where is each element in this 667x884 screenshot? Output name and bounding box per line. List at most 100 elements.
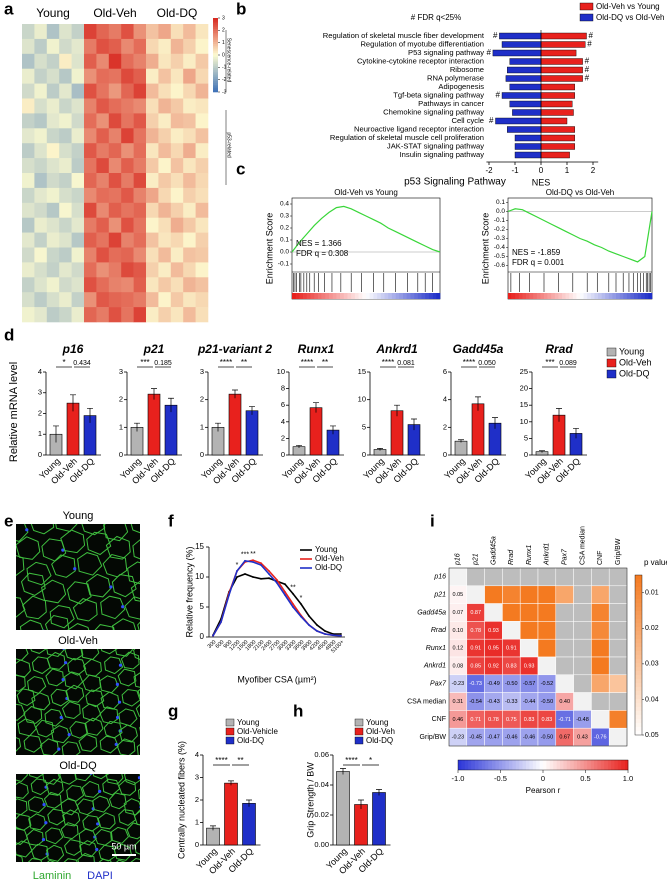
heatmap-cell — [133, 24, 147, 40]
sig-label: *** — [545, 358, 554, 367]
heatmap-cell — [84, 202, 97, 218]
column-label: Rrad — [508, 549, 515, 565]
heatmap-cell — [34, 247, 48, 263]
gene-title: Runx1 — [298, 342, 335, 356]
heatmap-cell — [46, 128, 60, 144]
y-tick-label: 0.1 — [280, 237, 289, 244]
colorbar-step — [213, 73, 218, 76]
y-tick-label: 4 — [281, 417, 285, 426]
rank-gradient — [551, 293, 556, 299]
heatmap-cell — [195, 292, 209, 308]
p-cell — [537, 567, 557, 587]
r-colorbar-step — [475, 760, 479, 770]
p-colorbar-step — [635, 619, 642, 624]
fiber — [20, 572, 46, 596]
legend-label: Old-Vehicle — [237, 727, 278, 736]
heatmap-cell — [183, 98, 196, 114]
r-colorbar-step — [488, 760, 493, 770]
heatmap-cell — [22, 217, 35, 233]
fiber — [64, 839, 82, 856]
heatmap-cell — [195, 158, 209, 174]
p-cell — [484, 567, 503, 587]
fiber — [86, 531, 112, 556]
nucleus — [61, 548, 65, 552]
fibers — [16, 774, 140, 862]
heatmap-cell — [34, 128, 48, 144]
y-tick-label: 10 — [520, 417, 528, 426]
rank-gradient — [377, 293, 382, 299]
fiber — [47, 808, 66, 826]
fiber — [100, 649, 118, 655]
rank-gradient — [421, 293, 426, 299]
r-colorbar-step — [526, 760, 530, 770]
fiber — [82, 703, 102, 722]
fiber — [23, 705, 43, 724]
heatmap-cell — [183, 292, 196, 308]
nucleus — [42, 629, 45, 630]
column-label: p16 — [455, 553, 462, 566]
y-tick-label: 15 — [358, 367, 366, 376]
fiber — [16, 674, 26, 692]
fiber — [61, 701, 81, 720]
rank-gradient — [436, 293, 441, 299]
colorbar-step — [213, 32, 218, 35]
heatmap-cell — [183, 38, 196, 55]
point — [324, 633, 326, 635]
rank-gradient — [623, 293, 628, 299]
rank-gradient — [303, 293, 308, 299]
heatmap-cell — [46, 83, 60, 99]
colorbar-step — [213, 47, 218, 50]
fiber — [137, 788, 140, 800]
p-colorbar-step — [635, 575, 642, 580]
heatmap-cell — [34, 187, 48, 204]
fiber — [135, 703, 140, 717]
y-tick-label: 2 — [38, 408, 42, 417]
rank-gradient — [314, 293, 319, 299]
rank-gradient — [619, 293, 624, 299]
error-bar — [168, 397, 174, 413]
row-label: p21 — [433, 592, 446, 599]
p-cell — [608, 621, 628, 640]
x-tick-label: -2 — [485, 166, 493, 175]
heatmap-cell — [46, 98, 60, 114]
error-bar — [556, 408, 562, 422]
colorbar-step — [213, 55, 218, 58]
y-tick-label: 25 — [520, 367, 528, 376]
r-colorbar-step — [577, 760, 581, 770]
rank-gradient — [414, 293, 419, 299]
fiber — [105, 535, 131, 560]
heatmap-cell — [59, 24, 72, 40]
point — [244, 559, 246, 562]
legend-label: Young — [619, 346, 644, 356]
legend-label: Old-Veh — [619, 357, 652, 367]
sig-label: **** — [463, 358, 475, 367]
error-bar — [249, 406, 255, 415]
rank-gradient — [515, 293, 520, 299]
heatmap-cell — [183, 24, 196, 40]
colorbar-step — [213, 53, 218, 56]
nucleus — [61, 677, 65, 682]
r-colorbar-step — [580, 760, 585, 770]
y-tick-label: 2 — [200, 395, 204, 404]
y-tick-label: -0.1 — [494, 217, 506, 224]
p-colorbar-tick-label: 0.03 — [645, 661, 659, 668]
legend-label: Old-DQ — [619, 368, 650, 378]
fiber — [100, 595, 126, 620]
panel-letter: d — [4, 325, 14, 344]
point — [268, 573, 270, 575]
r-colorbar-step — [539, 760, 544, 770]
column-label: Gadd45a — [490, 536, 497, 565]
y-tick-label: 0 — [200, 450, 204, 459]
heatmap-cell — [96, 307, 110, 323]
error-bar — [340, 768, 346, 775]
error-bar — [573, 428, 579, 439]
heatmap-cell — [46, 24, 60, 40]
heatmap-cell — [22, 262, 35, 278]
colorbar-step — [213, 88, 218, 91]
column-label: Ankrd1 — [544, 543, 551, 566]
bar — [509, 100, 542, 108]
r-colorbar-step — [600, 760, 605, 770]
r-label: -0.73 — [469, 681, 482, 687]
column-label: CSA median — [579, 526, 586, 565]
heatmap-cell — [121, 292, 134, 308]
